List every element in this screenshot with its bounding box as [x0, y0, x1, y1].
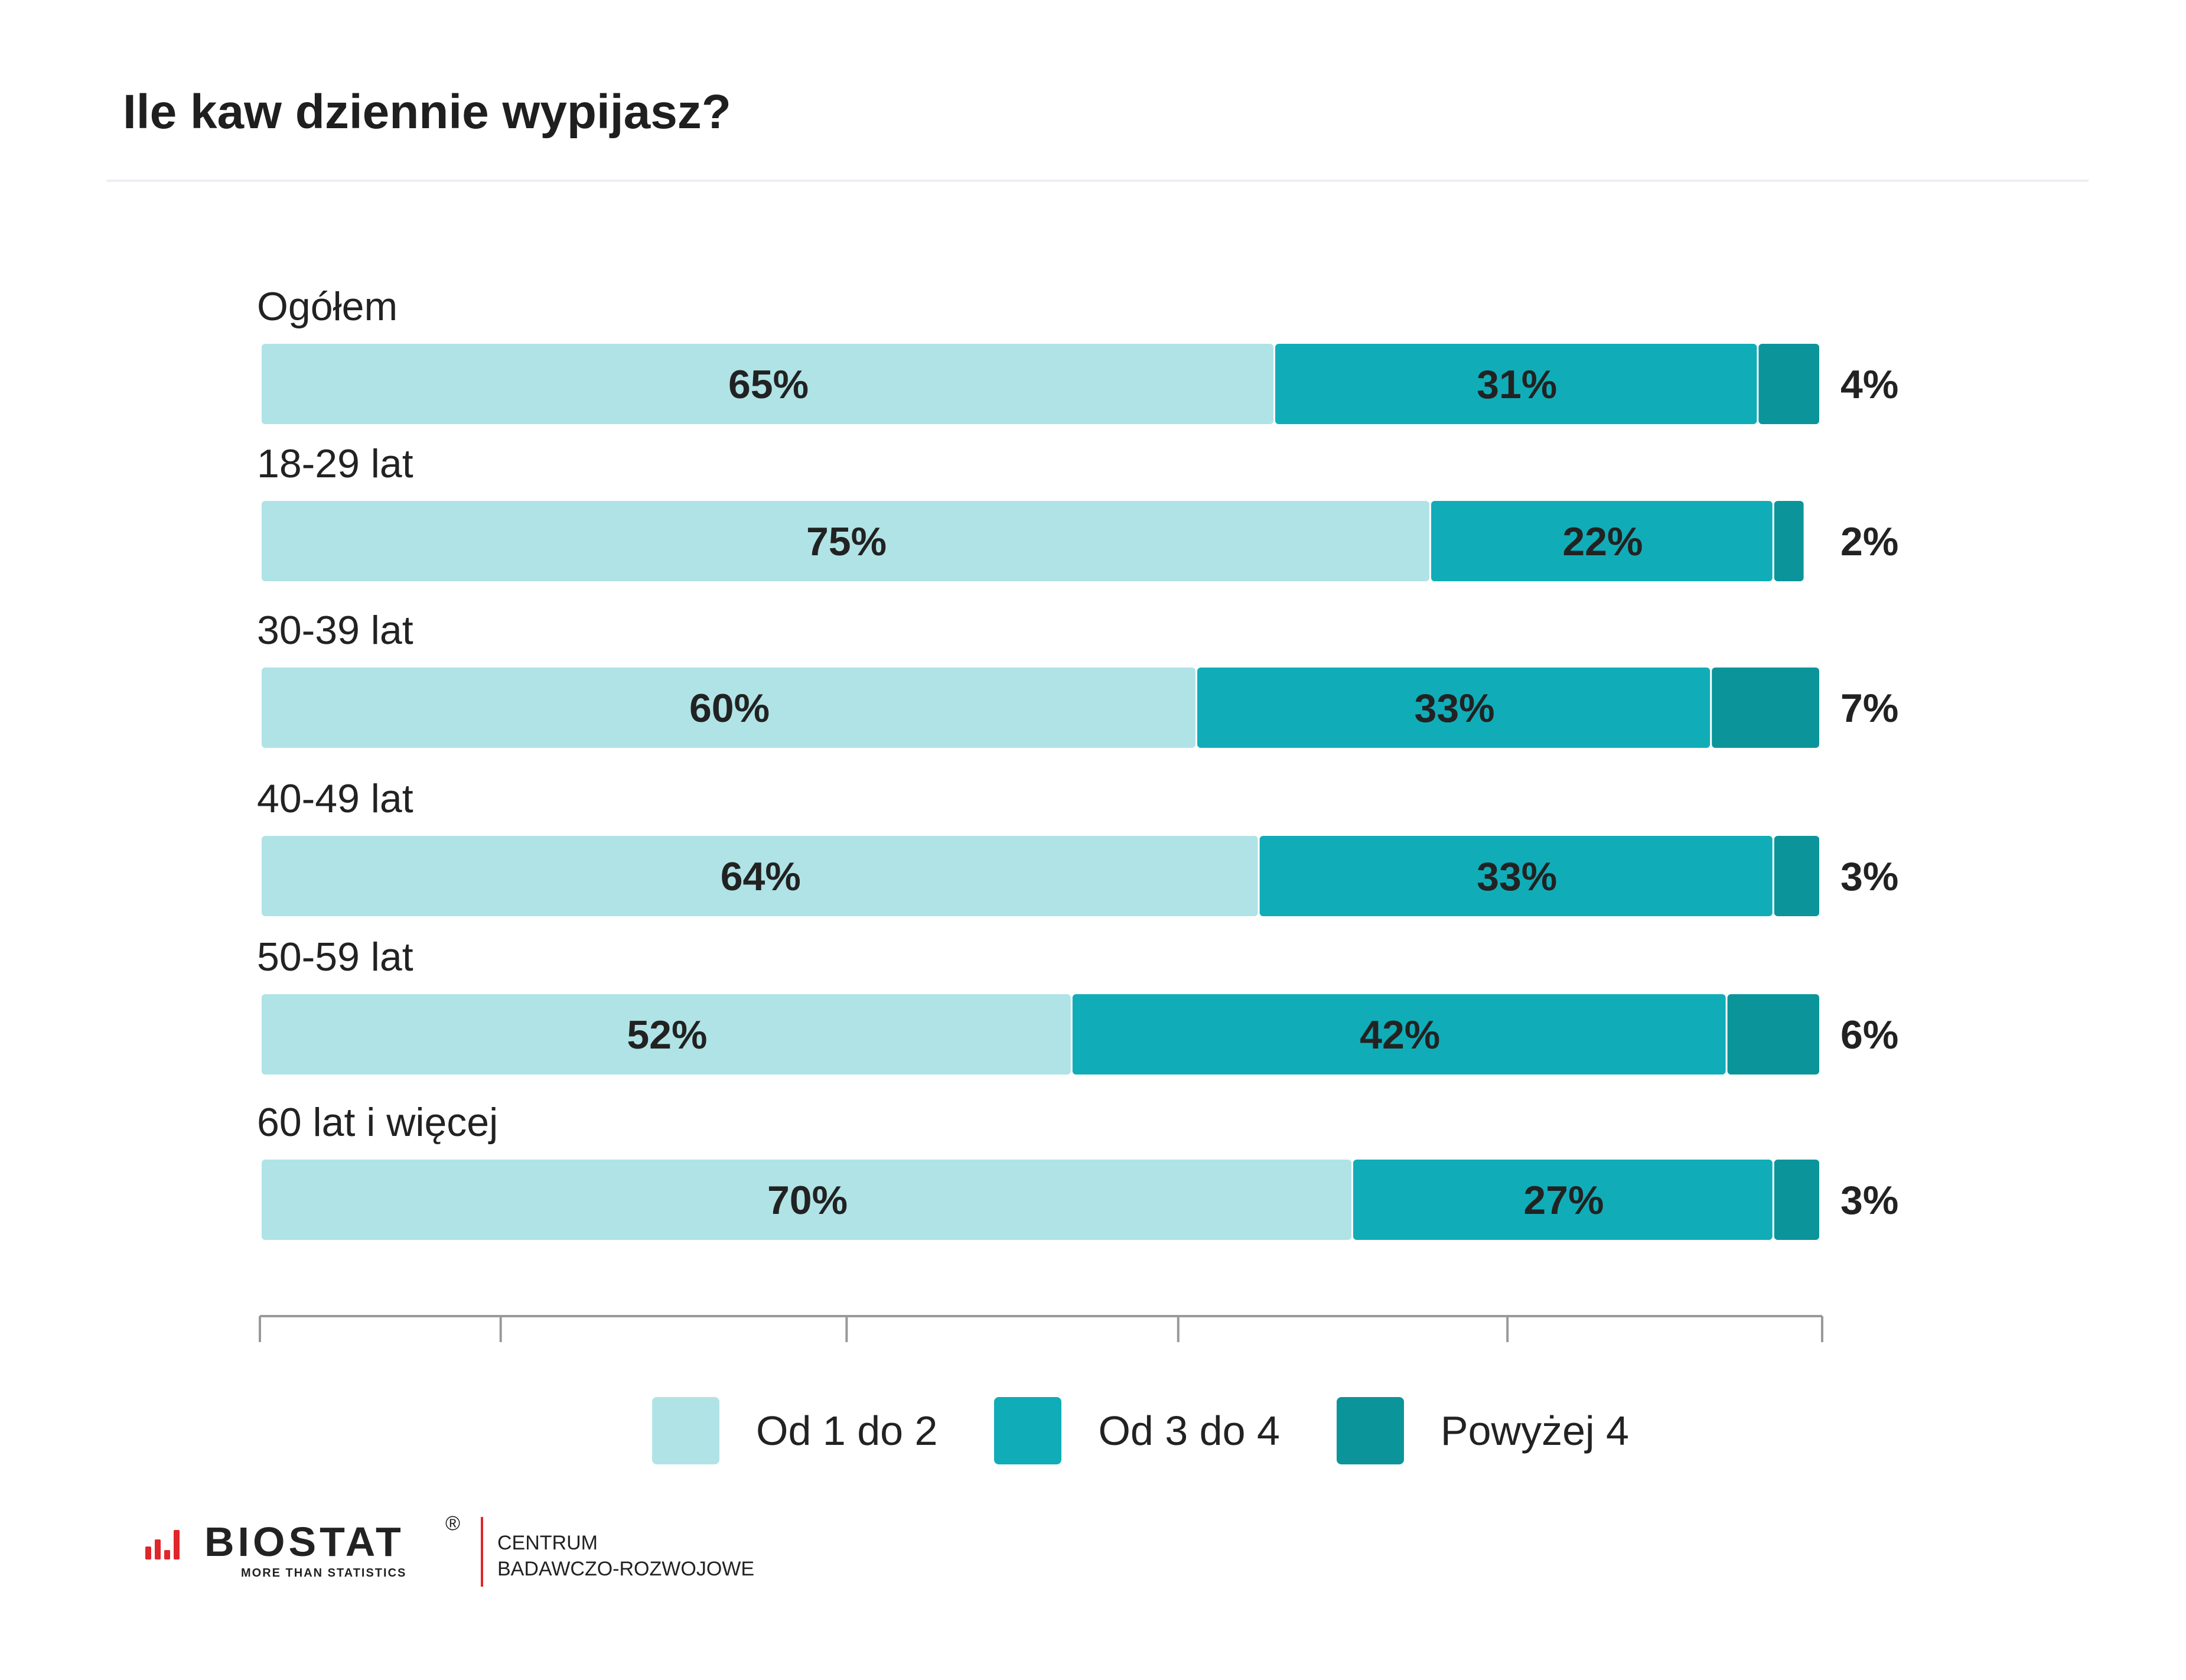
category-label-ogolem: Ogółem	[257, 284, 398, 329]
bar-powyzej-4-30-39-lat	[1712, 668, 1819, 748]
bar-od-3-do-4-30-39-lat	[1197, 668, 1711, 748]
logo-tagline: MORE THAN STATISTICS	[241, 1567, 407, 1580]
legend-swatch-od-1-do-2	[652, 1397, 719, 1464]
data-label-powyzej-4-30-39-lat: 7%	[1840, 686, 1898, 731]
data-label-od-3-do-4-ogolem: 31%	[1477, 362, 1557, 407]
bar-od-1-do-2-50-59-lat	[262, 994, 1071, 1075]
bar-od-1-do-2-18-29-lat	[262, 501, 1429, 581]
bar-od-3-do-4-ogolem	[1275, 344, 1757, 424]
chart-legend: Od 1 do 2 Od 3 do 4 Powyżej 4	[652, 1396, 1686, 1465]
bar-od-3-do-4-40-49-lat	[1259, 836, 1773, 916]
data-label-od-3-do-4-40-49-lat: 33%	[1477, 854, 1557, 899]
data-label-powyzej-4-50-59-lat: 6%	[1840, 1012, 1898, 1057]
legend-item-od-3-do-4: Od 3 do 4	[994, 1397, 1280, 1464]
logo-wordmark: BIOSTAT	[204, 1519, 405, 1565]
category-label-18-29-lat: 18-29 lat	[257, 441, 413, 486]
data-label-od-1-do-2-ogolem: 65%	[728, 362, 809, 407]
data-label-od-1-do-2-30-39-lat: 60%	[689, 686, 770, 731]
legend-item-powyzej-4: Powyżej 4	[1336, 1397, 1629, 1464]
legend-label-od-3-do-4: Od 3 do 4	[1098, 1408, 1280, 1454]
legend-swatch-powyzej-4	[1336, 1397, 1404, 1464]
category-label-40-49-lat: 40-49 lat	[257, 776, 413, 821]
bar-powyzej-4-40-49-lat	[1774, 836, 1819, 916]
data-label-od-3-do-4-18-29-lat: 22%	[1562, 519, 1643, 564]
data-label-od-1-do-2-60-lat-i-wiecej: 70%	[767, 1178, 848, 1223]
biostat-logo: BIOSTAT ® MORE THAN STATISTICS CENTRUM B…	[145, 1512, 807, 1588]
logo-separator	[481, 1517, 483, 1587]
bar-powyzej-4-50-59-lat	[1727, 994, 1819, 1075]
bar-od-1-do-2-60-lat-i-wiecej	[262, 1160, 1351, 1240]
title-divider	[106, 180, 2089, 182]
logo-registered-mark: ®	[445, 1512, 461, 1535]
data-label-powyzej-4-ogolem: 4%	[1840, 362, 1898, 407]
logo-center-text: CENTRUM BADAWCZO-ROZWOJOWE	[497, 1530, 754, 1582]
data-label-od-1-do-2-50-59-lat: 52%	[627, 1012, 707, 1057]
bar-chart-icon	[145, 1530, 187, 1559]
data-label-powyzej-4-18-29-lat: 2%	[1840, 519, 1898, 564]
data-label-od-1-do-2-18-29-lat: 75%	[806, 519, 887, 564]
stacked-bar-chart: Ogółem 65% 31% 4% 18-29 lat 75% 22% 2% 30-39 lat…	[257, 284, 1898, 1342]
bar-powyzej-4-18-29-lat	[1774, 501, 1804, 581]
bar-od-3-do-4-18-29-lat	[1431, 501, 1773, 581]
center-line-1: CENTRUM	[497, 1532, 598, 1554]
legend-swatch-od-3-do-4	[994, 1397, 1062, 1464]
data-label-od-3-do-4-30-39-lat: 33%	[1415, 686, 1495, 731]
center-line-2: BADAWCZO-ROZWOJOWE	[497, 1558, 755, 1580]
bar-od-1-do-2-40-49-lat	[262, 836, 1258, 916]
category-label-60-lat-i-wiecej: 60 lat i więcej	[257, 1100, 498, 1145]
data-label-od-1-do-2-40-49-lat: 64%	[721, 854, 801, 899]
data-label-powyzej-4-60-lat-i-wiecej: 3%	[1840, 1178, 1898, 1223]
bar-od-3-do-4-60-lat-i-wiecej	[1353, 1160, 1773, 1240]
bar-od-3-do-4-50-59-lat	[1072, 994, 1726, 1075]
bar-od-1-do-2-ogolem	[262, 344, 1273, 424]
legend-label-powyzej-4: Powyżej 4	[1440, 1408, 1629, 1454]
data-label-powyzej-4-40-49-lat: 3%	[1840, 854, 1898, 899]
legend-item-od-1-do-2: Od 1 do 2	[652, 1397, 937, 1464]
legend-label-od-1-do-2: Od 1 do 2	[756, 1408, 938, 1454]
category-label-30-39-lat: 30-39 lat	[257, 608, 413, 653]
data-label-od-3-do-4-50-59-lat: 42%	[1360, 1012, 1440, 1057]
chart-title: Ile kaw dziennie wypijasz?	[123, 85, 731, 139]
bar-powyzej-4-ogolem	[1758, 344, 1819, 424]
bar-powyzej-4-60-lat-i-wiecej	[1774, 1160, 1819, 1240]
category-label-50-59-lat: 50-59 lat	[257, 935, 413, 979]
bar-od-1-do-2-30-39-lat	[262, 668, 1195, 748]
data-label-od-3-do-4-60-lat-i-wiecej: 27%	[1523, 1178, 1604, 1223]
